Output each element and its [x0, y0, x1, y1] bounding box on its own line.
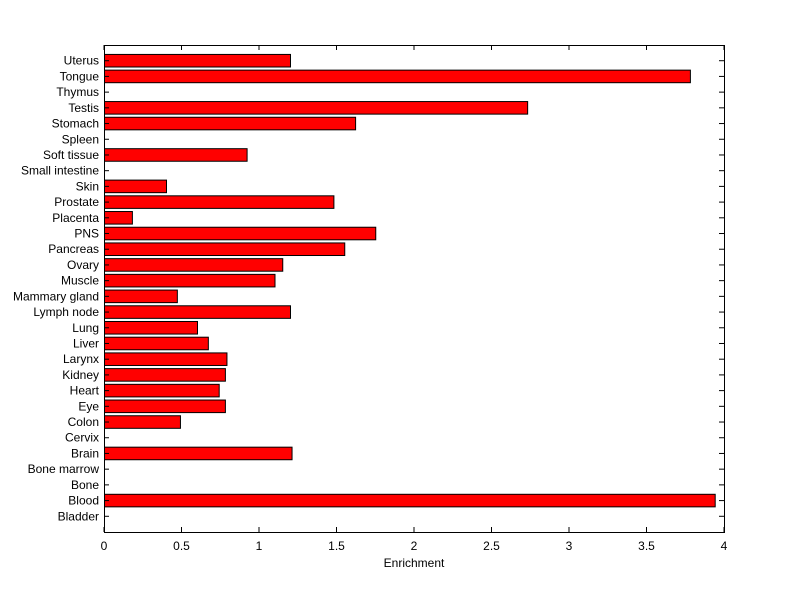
y-tick-label-stomach: Stomach	[52, 117, 99, 131]
bar-lung	[104, 320, 198, 335]
y-tick-label-liver: Liver	[73, 336, 99, 350]
y-tick-label-mammary-gland: Mammary gland	[13, 289, 99, 303]
bar-lymph-node	[104, 305, 291, 319]
bar-skin	[104, 179, 167, 194]
y-tick-label-pns: PNS	[74, 227, 99, 241]
bar-brain	[104, 446, 293, 461]
y-tick-label-muscle: Muscle	[61, 274, 99, 288]
y-tick-label-skin: Skin	[76, 179, 99, 193]
bar-prostate	[104, 195, 335, 209]
y-tick-label-uterus: Uterus	[64, 54, 99, 68]
bar-heart	[104, 383, 220, 398]
bar-testis	[104, 101, 529, 115]
y-tick-label-testis: Testis	[68, 101, 99, 115]
y-tick-label-placenta: Placenta	[52, 211, 99, 225]
y-tick-label-larynx: Larynx	[63, 352, 99, 366]
y-tick-label-prostate: Prostate	[54, 195, 99, 209]
y-tick-label-bone-marrow: Bone marrow	[28, 462, 100, 476]
bar-soft-tissue	[104, 148, 248, 162]
y-tick-label-thymus: Thymus	[56, 85, 99, 99]
y-tick-label-brain: Brain	[71, 446, 99, 460]
bars-group	[104, 53, 716, 508]
bar-eye	[104, 399, 226, 414]
bar-liver	[104, 336, 209, 351]
x-tick-label-5: 2.5	[483, 539, 500, 553]
x-tick-label-8: 4	[721, 539, 728, 553]
y-tick-label-heart: Heart	[70, 384, 100, 398]
y-tick-label-pancreas: Pancreas	[48, 242, 99, 256]
plot-frame	[104, 45, 725, 533]
y-tick-label-lymph-node: Lymph node	[33, 305, 99, 319]
bar-uterus	[104, 53, 291, 68]
y-tick-label-bone: Bone	[71, 478, 99, 492]
y-tick-label-colon: Colon	[68, 415, 99, 429]
y-tick-label-ovary: Ovary	[67, 258, 99, 272]
bar-tongue	[104, 69, 691, 84]
bar-muscle	[104, 273, 276, 288]
bar-pancreas	[104, 242, 346, 257]
bar-colon	[104, 415, 181, 429]
y-tick-label-bladder: Bladder	[58, 509, 99, 523]
y-tick-label-soft-tissue: Soft tissue	[43, 148, 99, 162]
x-tick-label-6: 3	[566, 539, 573, 553]
y-tick-label-spleen: Spleen	[62, 132, 99, 146]
y-tick-label-tongue: Tongue	[60, 69, 100, 83]
bar-ovary	[104, 258, 284, 272]
y-tick-label-small-intestine: Small intestine	[21, 164, 99, 178]
y-tick-label-blood: Blood	[68, 494, 99, 508]
bar-larynx	[104, 352, 228, 366]
y-tick-label-kidney: Kidney	[62, 368, 99, 382]
x-tick-label-4: 2	[411, 539, 418, 553]
bar-stomach	[104, 116, 357, 131]
bar-blood	[104, 493, 716, 508]
x-tick-label-0: 0	[101, 539, 108, 553]
x-tick-label-1: 0.5	[173, 539, 190, 553]
bar-kidney	[104, 368, 226, 382]
bar-pns	[104, 226, 377, 241]
x-tick-label-3: 1.5	[328, 539, 345, 553]
x-tick-label-7: 3.5	[638, 539, 655, 553]
bar-mammary-gland	[104, 289, 178, 304]
y-tick-label-cervix: Cervix	[65, 431, 99, 445]
x-tick-label-2: 1	[256, 539, 263, 553]
x-axis-label: Enrichment	[384, 556, 445, 570]
y-tick-label-eye: Eye	[78, 399, 99, 413]
y-tick-label-lung: Lung	[72, 321, 99, 335]
